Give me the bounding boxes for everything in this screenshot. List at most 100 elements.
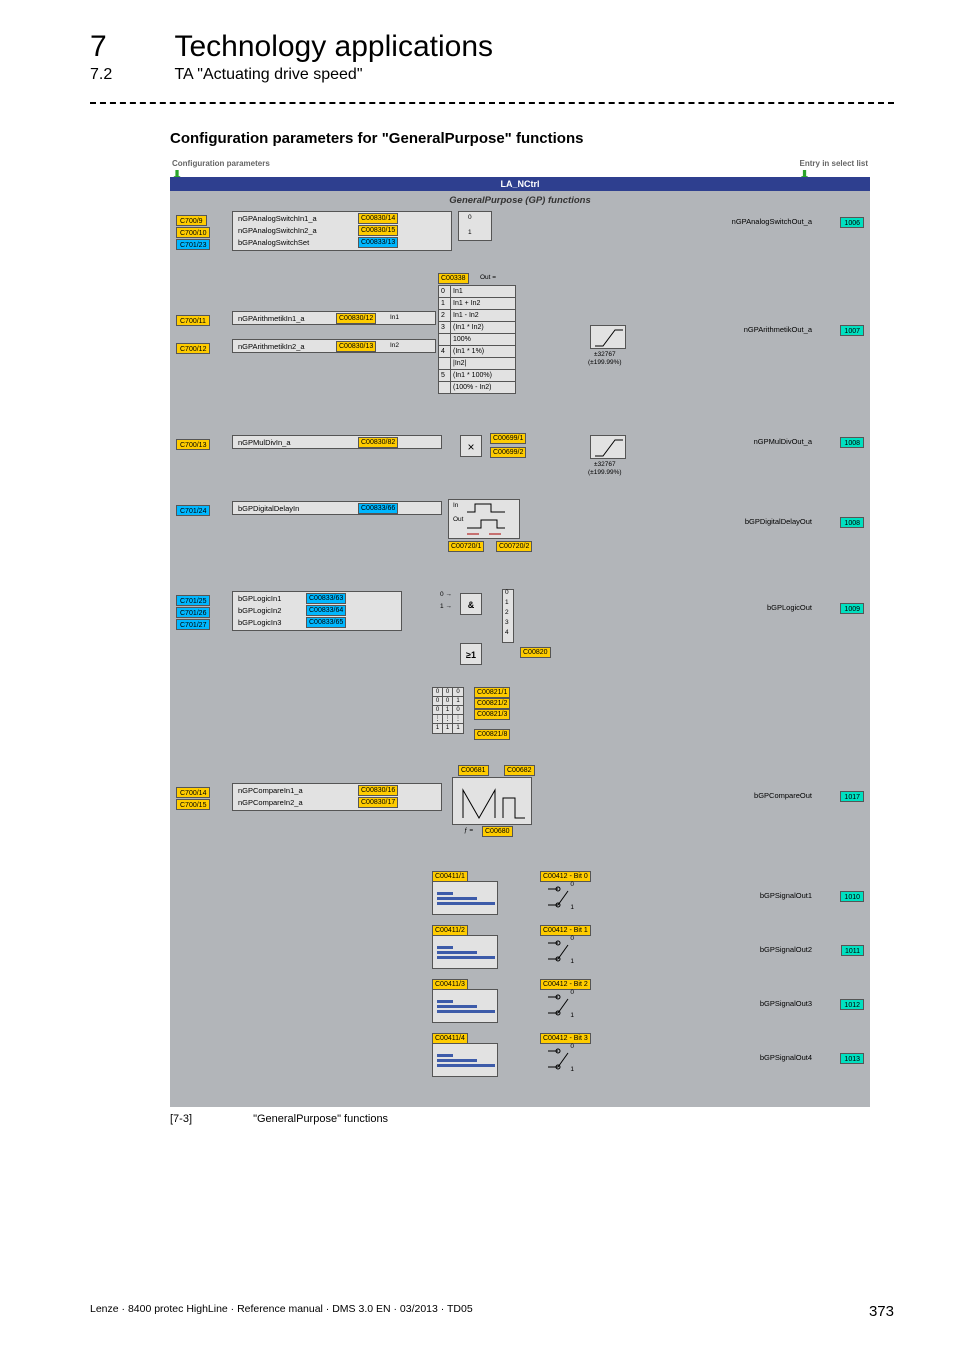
truth-table: 000 001 010 ⋮⋮⋮ 111: [432, 687, 464, 734]
signal-label: bGPLogicOut: [767, 603, 812, 612]
signal-label: nGPAnalogSwitchIn2_a: [238, 226, 317, 235]
param-code: C00833/13: [358, 237, 398, 248]
gate-in-0: 0 →: [440, 591, 452, 598]
param-code: C00830/16: [358, 785, 398, 796]
signal-gen: [432, 1043, 498, 1077]
signal-gen: [432, 935, 498, 969]
port-in: C700/9: [176, 215, 207, 226]
mux-1: 1: [468, 229, 472, 236]
sel-out-label: Out =: [480, 274, 496, 281]
port-in: C700/13: [176, 439, 210, 450]
or-gate: ≥1: [460, 643, 482, 665]
subheading: Configuration parameters for "GeneralPur…: [170, 130, 894, 147]
gp-functions-diagram: LA_NCtrl GeneralPurpose (GP) functions C…: [170, 177, 870, 1107]
port-in: C701/27: [176, 619, 210, 630]
sat-range: (±199.99%): [588, 359, 622, 366]
signal-label: bGPSignalOut4: [760, 1053, 812, 1062]
diagram-topbar: Configuration parameters⬇ Entry in selec…: [170, 159, 870, 177]
signal-label: nGPAnalogSwitchOut_a: [732, 217, 812, 226]
param-code: C00821/3: [474, 709, 510, 720]
param-code: C00830/14: [358, 213, 398, 224]
signal-label: bGPSignalOut2: [760, 945, 812, 954]
param-code: C00338: [438, 273, 469, 284]
port-out: 1009: [840, 603, 864, 614]
param-code: C00820: [520, 647, 551, 658]
signal-label: bGPAnalogSwitchSet: [238, 238, 309, 247]
param-code: C00830/17: [358, 797, 398, 808]
sat-range: (±199.99%): [588, 469, 622, 476]
page-header: 7 Technology applications 7.2 TA "Actuat…: [90, 30, 894, 84]
fn-label: ƒ =: [464, 827, 473, 834]
param-code: C00720/1: [448, 541, 484, 552]
figure-tag: [7-3]: [170, 1113, 250, 1125]
param-code: C00699/2: [490, 447, 526, 458]
signal-label: nGPArithmetikIn2_a: [238, 342, 305, 351]
signal-label: nGPMulDivIn_a: [238, 438, 291, 447]
footer-text: Lenze · 8400 protec HighLine · Reference…: [90, 1303, 473, 1315]
signal-label: bGPDigitalDelayOut: [745, 517, 812, 526]
signal-label: bGPCompareOut: [754, 791, 812, 800]
compare-block: [452, 777, 532, 825]
sat-block: [590, 325, 626, 349]
mux-0: 0: [468, 214, 472, 221]
signal-label: bGPLogicIn3: [238, 618, 281, 627]
param-code: C00681: [458, 765, 489, 776]
param-code: C00833/65: [306, 617, 346, 628]
port-out: 1008: [840, 517, 864, 528]
port-out: 1012: [840, 999, 864, 1010]
param-code: C00830/13: [336, 341, 376, 352]
signal-label: bGPLogicIn2: [238, 606, 281, 615]
param-code: C00821/2: [474, 698, 510, 709]
page-number: 373: [869, 1303, 894, 1320]
bit-switch: 01: [548, 1043, 574, 1073]
port-in: C700/15: [176, 799, 210, 810]
param-code: C00830/12: [336, 313, 376, 324]
port-in: C700/11: [176, 315, 210, 326]
chapter-title: Technology applications: [174, 30, 493, 64]
section-number: 7.2: [90, 66, 170, 84]
port-in: C701/25: [176, 595, 210, 606]
signal-label: nGPArithmetikOut_a: [744, 325, 812, 334]
port-in: C700/14: [176, 787, 210, 798]
port-in: C701/26: [176, 607, 210, 618]
port-out: 1013: [840, 1053, 864, 1064]
separator-rule: [90, 102, 894, 104]
param-code: C00833/63: [306, 593, 346, 604]
diagram-subtitle: GeneralPurpose (GP) functions: [170, 195, 870, 206]
arith-fn-table: 0In1 1In1 + In2 2In1 - In2 3(In1 * In2) …: [438, 285, 516, 394]
signal-label: nGPCompareIn2_a: [238, 798, 303, 807]
signal-label: bGPSignalOut1: [760, 891, 812, 900]
param-code: C00833/64: [306, 605, 346, 616]
delay-block: In Out: [448, 499, 520, 539]
multiply-op: ×: [460, 435, 482, 457]
param-code: C00830/82: [358, 437, 398, 448]
topbar-left-label: Configuration parameters: [172, 159, 270, 168]
gate-in-1: 1 →: [440, 603, 452, 610]
diagram-container: Configuration parameters⬇ Entry in selec…: [170, 159, 870, 1125]
signal-gen: [432, 881, 498, 915]
port-out: 1011: [841, 945, 864, 956]
param-code: C00720/2: [496, 541, 532, 552]
port-in: C701/23: [176, 239, 210, 250]
in2-tag: In2: [390, 342, 399, 349]
port-out: 1010: [840, 891, 864, 902]
param-code: C00821/1: [474, 687, 510, 698]
port-in: C701/24: [176, 505, 210, 516]
bit-switch: 01: [548, 989, 574, 1019]
bit-switch: 01: [548, 881, 574, 911]
port-in: C700/12: [176, 343, 210, 354]
signal-label: bGPDigitalDelayIn: [238, 504, 299, 513]
sat-block: [590, 435, 626, 459]
sat-range: ±32767: [594, 351, 616, 358]
port-out: 1017: [840, 791, 864, 802]
diagram-title: LA_NCtrl: [170, 177, 870, 191]
port-out: 1007: [840, 325, 864, 336]
figure-caption: [7-3] "GeneralPurpose" functions: [170, 1113, 870, 1125]
param-code: C00682: [504, 765, 535, 776]
figure-caption-text: "GeneralPurpose" functions: [253, 1113, 388, 1125]
in1-tag: In1: [390, 314, 399, 321]
bit-switch: 01: [548, 935, 574, 965]
port-in: C700/10: [176, 227, 210, 238]
port-out: 1008: [840, 437, 864, 448]
param-code: C00833/66: [358, 503, 398, 514]
